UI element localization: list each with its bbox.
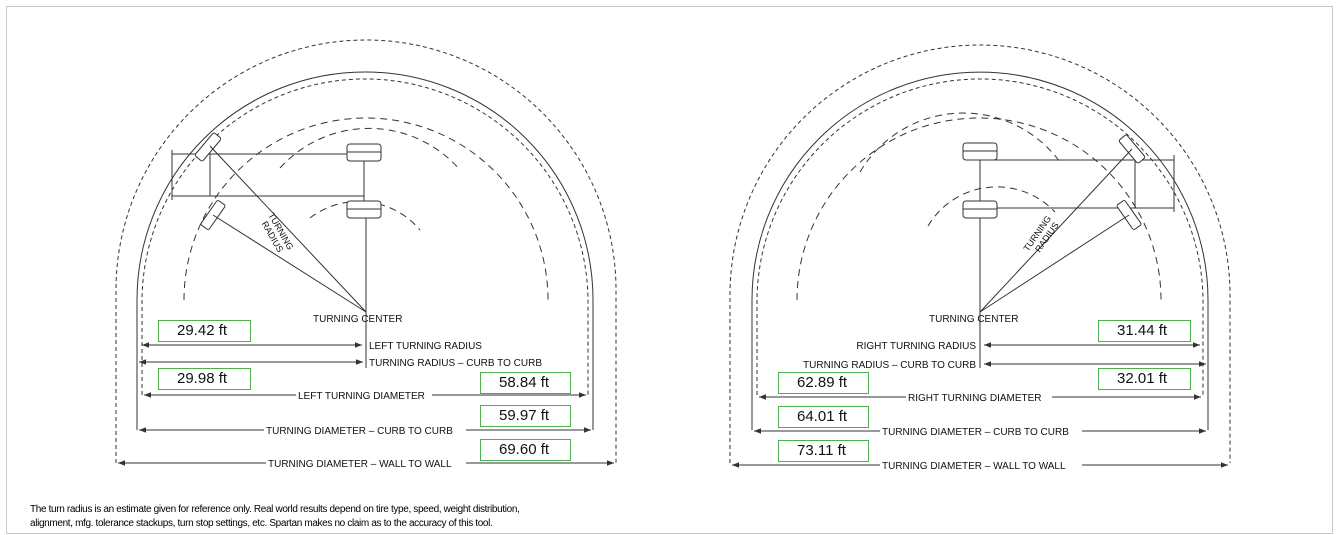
- left-inner-arc-1: [183, 117, 549, 301]
- right-turning-diameter-label: RIGHT TURNING DIAMETER: [908, 393, 1042, 404]
- disclaimer-line-1: The turn radius is an estimate given for…: [30, 504, 520, 515]
- left-curb-arc: [136, 71, 594, 430]
- right-diameter-curb-label: TURNING DIAMETER – CURB TO CURB: [882, 427, 1069, 438]
- disclaimer-line-2: alignment, mfg. tolerance stackups, turn…: [30, 518, 493, 529]
- left-inner-arc-2: [279, 127, 461, 171]
- right-turning-radius-mark: TURNING RADIUS: [1021, 212, 1062, 259]
- diagram-frame: [6, 6, 1333, 534]
- right-turning-radius-label: RIGHT TURNING RADIUS: [856, 341, 976, 352]
- right-inner-arc-2: [859, 112, 1061, 173]
- left-diameter-wall-value: 69.60 ft: [480, 439, 571, 461]
- right-turning-center: TURNING CENTER: [929, 314, 1018, 325]
- left-turning-diameter-value: 58.84 ft: [480, 372, 571, 394]
- right-text: TURNING CENTER TURNING RADIUS RIGHT TURN…: [803, 212, 1069, 472]
- right-dimensions: [732, 342, 1228, 468]
- left-turning-radius-label: LEFT TURNING RADIUS: [369, 341, 482, 352]
- left-turning-radius-mark: TURNING RADIUS: [258, 211, 297, 259]
- right-diagram: [729, 44, 1231, 463]
- right-inner-arc-1: [796, 117, 1162, 301]
- left-radius-curb-label: TURNING RADIUS – CURB TO CURB: [369, 358, 542, 369]
- left-diagram: [115, 39, 617, 463]
- right-radius-curb-value: 32.01 ft: [1098, 368, 1191, 390]
- right-turning-radius-value: 31.44 ft: [1098, 320, 1191, 342]
- disclaimer-text: The turn radius is an estimate given for…: [30, 503, 730, 531]
- right-inner-arc-3: [927, 186, 1056, 227]
- right-diameter-wall-value: 73.11 ft: [778, 440, 869, 462]
- right-diameter-arc: [756, 78, 1204, 395]
- left-diameter-curb-label: TURNING DIAMETER – CURB TO CURB: [266, 426, 453, 437]
- left-turning-radius-value: 29.42 ft: [158, 320, 251, 342]
- right-turning-diameter-value: 62.89 ft: [778, 372, 869, 394]
- left-turning-center: TURNING CENTER: [313, 314, 402, 325]
- left-dimensions: [118, 342, 614, 466]
- right-curb-arc: [751, 71, 1209, 430]
- left-diameter-arc: [141, 78, 589, 395]
- right-diameter-wall-label: TURNING DIAMETER – WALL TO WALL: [882, 461, 1066, 472]
- left-radius-curb-value: 29.98 ft: [158, 368, 251, 390]
- right-diameter-curb-value: 64.01 ft: [778, 406, 869, 428]
- left-text: TURNING CENTER TURNING RADIUS LEFT TURNI…: [258, 211, 543, 470]
- left-diameter-curb-value: 59.97 ft: [480, 405, 571, 427]
- right-radius-curb-label: TURNING RADIUS – CURB TO CURB: [803, 360, 976, 371]
- left-turning-diameter-label: LEFT TURNING DIAMETER: [298, 391, 425, 402]
- left-diameter-wall-label: TURNING DIAMETER – WALL TO WALL: [268, 459, 452, 470]
- right-wall-arc: [729, 44, 1231, 463]
